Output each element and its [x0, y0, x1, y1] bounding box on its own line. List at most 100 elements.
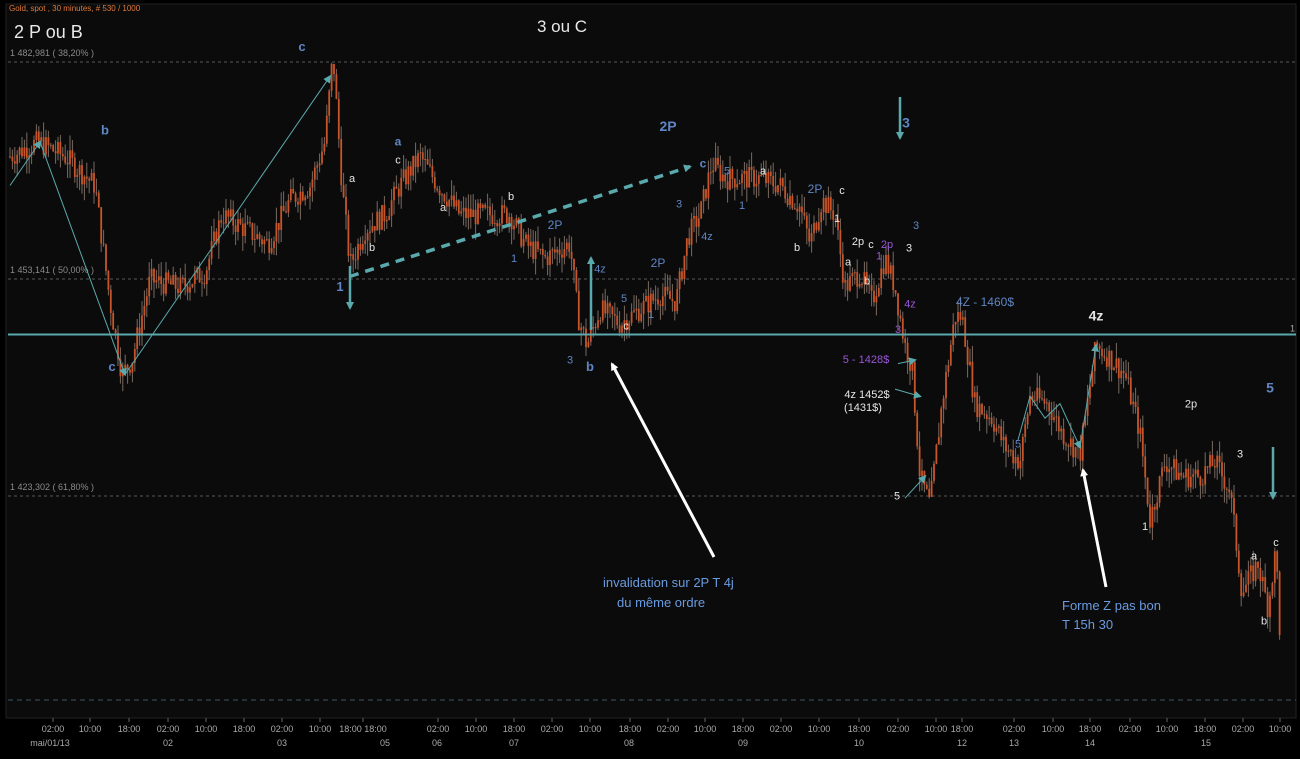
candle-body — [839, 229, 842, 255]
candle-body — [1173, 459, 1175, 468]
candle-body — [1127, 377, 1130, 379]
x-date-label: 15 — [1201, 738, 1211, 748]
candle-body — [882, 268, 885, 275]
candle-body — [1065, 444, 1067, 446]
candle-body — [393, 186, 395, 201]
candle-body — [817, 222, 820, 231]
candle-body — [61, 154, 64, 157]
candle-body — [419, 152, 422, 154]
wave-label: c — [395, 155, 401, 167]
wave-label: 5 — [724, 166, 730, 178]
candle-body — [522, 239, 525, 247]
candle-body — [323, 143, 326, 152]
candle-body — [361, 243, 364, 250]
candle-body — [837, 219, 839, 230]
candle-body — [1153, 506, 1156, 510]
candle-body — [630, 311, 633, 323]
overlays: 1 — [8, 74, 1296, 588]
candle-body — [57, 142, 59, 154]
candle-body — [721, 174, 724, 182]
wave-label: 5 — [621, 293, 627, 305]
x-date-label: 05 — [380, 738, 390, 748]
candle-body — [623, 320, 626, 326]
candle-body — [616, 315, 619, 326]
candle-body — [976, 392, 979, 418]
candle-body — [906, 342, 909, 363]
candle-body — [1216, 455, 1219, 468]
candle-body — [558, 249, 561, 255]
candle-body — [1266, 592, 1269, 618]
candle-body — [645, 295, 647, 301]
candle-body — [933, 463, 935, 481]
x-date-label: 13 — [1009, 738, 1019, 748]
candle-body — [477, 203, 479, 224]
candle-body — [1069, 438, 1072, 447]
candle-body — [265, 239, 268, 241]
candle-body — [385, 219, 388, 222]
candle-body — [481, 204, 484, 208]
candle-body — [544, 254, 547, 257]
candle-body — [678, 271, 681, 290]
candle-body — [957, 312, 959, 322]
candle-body — [1237, 550, 1240, 574]
candle-body — [1062, 428, 1065, 445]
candle-body — [1137, 407, 1139, 434]
fib-level-label: 1 423,302 ( 61,80% ) — [10, 482, 94, 492]
candle-body — [1206, 466, 1209, 468]
candle-body — [381, 205, 383, 230]
wave-label: 2P — [651, 256, 666, 270]
x-tick-label: 02:00 — [1232, 724, 1255, 734]
candle-body — [508, 216, 511, 224]
candle-body — [889, 265, 892, 274]
candle-body — [433, 177, 436, 189]
candle-body — [102, 243, 105, 245]
candle-body — [246, 222, 249, 224]
candle-body — [887, 254, 890, 274]
fib-levels: 1 482,981 ( 38,20% ) 1 453,141 ( 50,00% )… — [8, 48, 1296, 701]
candle-body — [539, 248, 542, 250]
candle-body — [287, 200, 290, 213]
candle-body — [582, 327, 585, 329]
candle-body — [141, 315, 143, 336]
candle-body — [25, 147, 28, 159]
candle-body — [1201, 484, 1204, 486]
wave-label: 2P — [659, 118, 676, 134]
candle-body — [318, 163, 321, 166]
candle-body — [573, 258, 575, 270]
candle-body — [1086, 398, 1089, 416]
wave-label: 2P — [808, 182, 823, 196]
candle-body — [145, 296, 148, 306]
candle-body — [1180, 472, 1183, 476]
candle-body — [928, 488, 931, 497]
x-tick-label: 02:00 — [770, 724, 793, 734]
candle-body — [1005, 436, 1007, 452]
candle-body — [1055, 416, 1058, 418]
candle-body — [640, 313, 643, 321]
candle-body — [712, 170, 715, 173]
wave-label: 5 — [1266, 380, 1274, 396]
candle-body — [1057, 416, 1060, 432]
candle-body — [781, 178, 784, 187]
candle-body — [942, 398, 945, 409]
candle-body — [729, 168, 731, 190]
candle-body — [453, 195, 455, 207]
candle-body — [1269, 595, 1271, 618]
candle-body — [659, 304, 662, 306]
candle-body — [1043, 398, 1046, 404]
candle-body — [777, 185, 779, 193]
wave-label: 1 — [648, 309, 654, 321]
candle-body — [1245, 584, 1247, 593]
candle-body — [234, 225, 237, 232]
candle-body — [726, 181, 729, 190]
x-date-label: 03 — [277, 738, 287, 748]
candle-body — [1113, 367, 1115, 370]
candle-body — [369, 231, 371, 234]
candle-body — [241, 223, 244, 237]
candle-body — [515, 218, 518, 226]
candle-body — [1235, 514, 1238, 551]
candle-body — [532, 241, 535, 259]
candle-body — [1103, 356, 1106, 358]
candle-body — [669, 290, 671, 299]
candle-body — [64, 156, 67, 163]
candle-body — [124, 364, 127, 368]
